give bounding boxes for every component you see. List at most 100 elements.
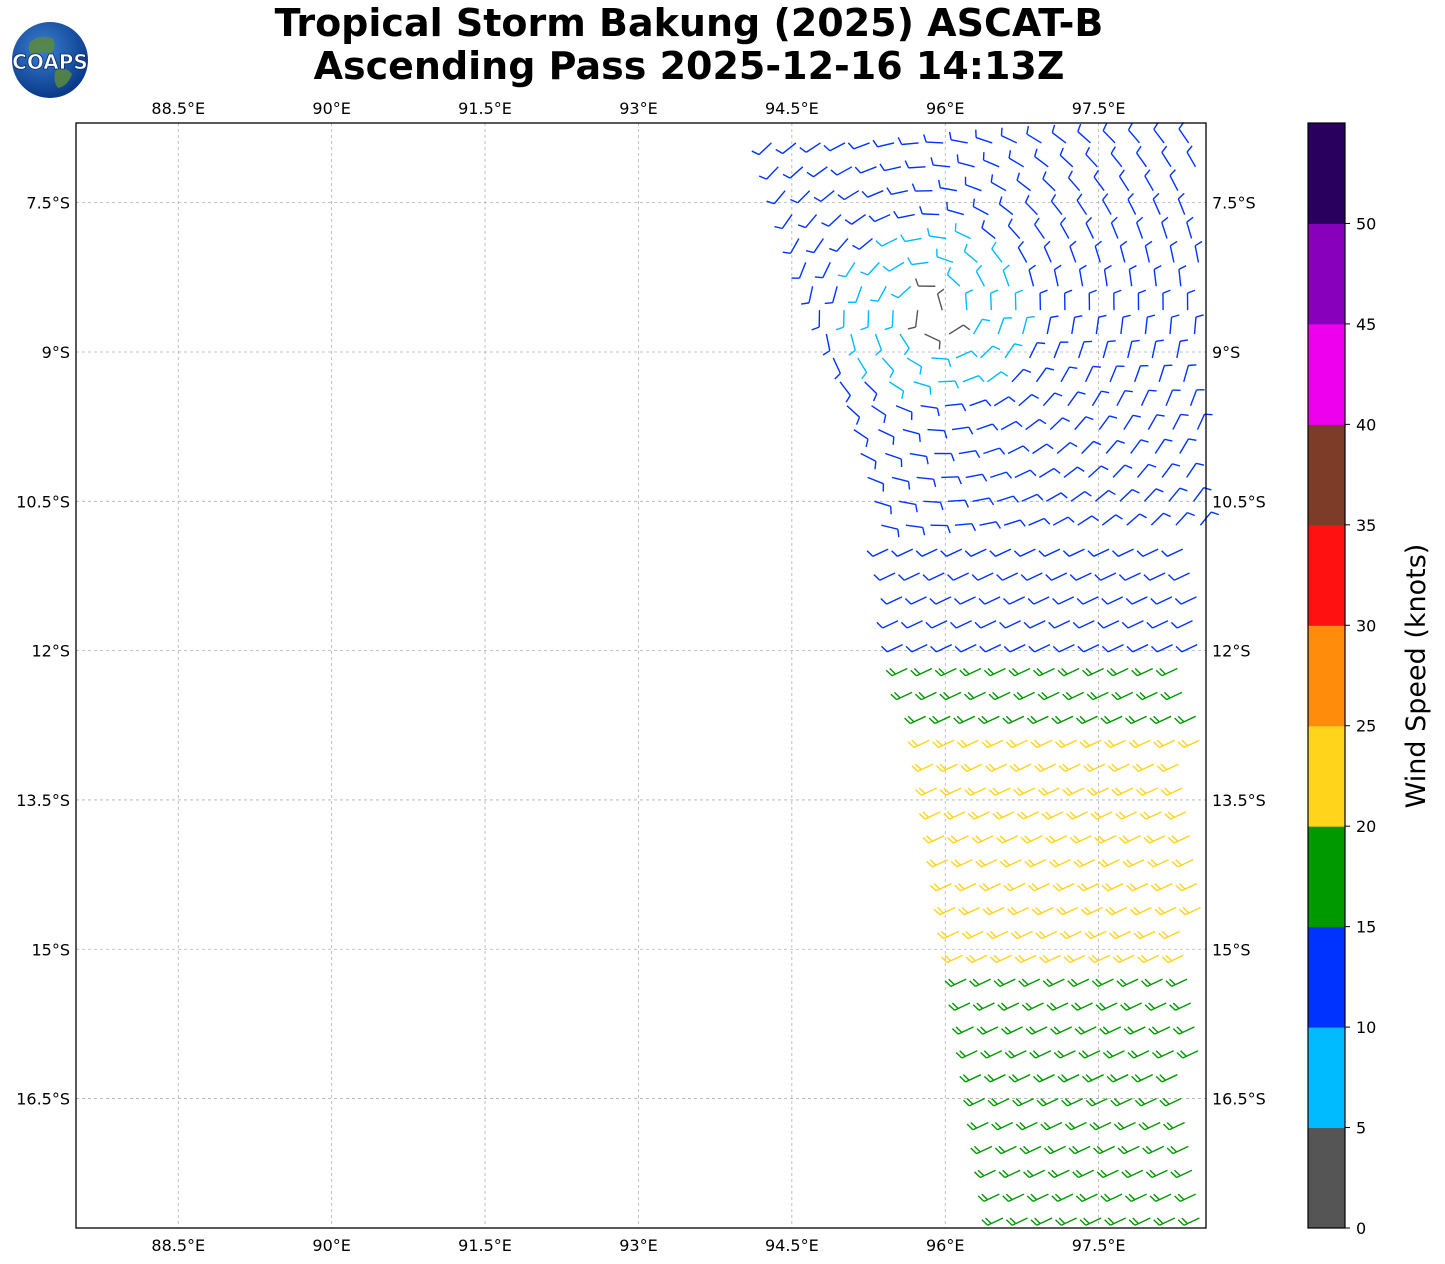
wind-barb [1069, 240, 1077, 263]
wind-barb [926, 859, 949, 868]
colorbar-label: Wind Speed (knots) [1401, 544, 1432, 809]
wind-barb [982, 906, 1005, 916]
wind-barb [852, 237, 873, 250]
wind-barb [979, 644, 1002, 653]
lon-tick-label-bottom: 96°E [926, 1236, 964, 1255]
wind-barb [920, 405, 940, 417]
wind-barb [1069, 835, 1092, 844]
wind-barb [958, 906, 980, 916]
wind-barb [914, 278, 936, 287]
wind-barb [999, 620, 1021, 629]
wind-barb [1094, 240, 1102, 263]
wind-barb [980, 345, 1001, 359]
wind-barb [1127, 122, 1141, 144]
wind-barb [1034, 148, 1049, 168]
wind-barb [1076, 596, 1099, 605]
wind-barb [1174, 715, 1196, 725]
wind-barb [1186, 216, 1194, 239]
wind-barb [1058, 763, 1081, 772]
wind-barb [1012, 1097, 1034, 1107]
wind-barb [1009, 763, 1032, 772]
wind-barb [871, 405, 887, 424]
wind-barb [1176, 339, 1189, 359]
wind-barb [1140, 978, 1163, 987]
wind-barb [1170, 620, 1193, 629]
wind-barb [1078, 1050, 1101, 1059]
wind-barb [1165, 389, 1181, 406]
wind-barb [853, 429, 869, 448]
wind-barb [1084, 365, 1101, 383]
lon-tick-label-top: 88.5°E [151, 99, 205, 118]
wind-barb [1116, 978, 1139, 987]
wind-barb [1126, 882, 1149, 892]
wind-barb [832, 357, 842, 380]
wind-barb [1003, 882, 1026, 892]
wind-barb [963, 691, 986, 701]
wind-barb [790, 190, 811, 204]
wind-barb [933, 906, 956, 916]
wind-barb [799, 142, 821, 153]
wind-barb [1126, 644, 1149, 653]
wind-barb [876, 620, 899, 629]
wind-barb [954, 882, 977, 892]
wind-barb [1140, 389, 1157, 407]
wind-barb [1072, 1169, 1095, 1179]
wind-barb [1192, 487, 1212, 502]
wind-barb [1149, 1193, 1172, 1203]
wind-barb [1066, 811, 1088, 820]
wind-barb [875, 237, 898, 247]
wind-barb [930, 524, 951, 534]
wind-barb [1127, 193, 1137, 215]
wind-barb [860, 452, 877, 470]
wind-barb [951, 426, 974, 435]
wind-barb [1062, 548, 1085, 557]
wind-barb [791, 262, 807, 279]
wind-barb [1150, 596, 1173, 605]
wind-barb [1133, 930, 1156, 940]
wind-barb [1128, 739, 1151, 749]
wind-barb [1130, 439, 1149, 454]
wind-barb [934, 667, 957, 677]
wind-barb [1039, 954, 1061, 964]
wind-barb [1053, 341, 1069, 359]
wind-barb [1119, 488, 1140, 502]
wind-barb [1150, 512, 1171, 526]
wind-barb [915, 548, 938, 557]
wind-barb [1014, 289, 1024, 311]
lon-tick-label-top: 94.5°E [765, 99, 819, 118]
wind-barb [922, 572, 945, 581]
lon-tick-label-top: 96°E [926, 99, 964, 118]
lat-tick-label-left: 10.5°S [16, 492, 70, 511]
wind-barb [1077, 123, 1091, 144]
wind-barb [1018, 393, 1039, 407]
wind-barb [1101, 514, 1123, 526]
wind-barb [1026, 715, 1049, 725]
lat-tick-label-right: 15°S [1212, 940, 1251, 959]
wind-barb [1041, 811, 1064, 820]
wind-barb [1111, 787, 1134, 796]
wind-barb [1026, 1193, 1049, 1203]
wind-barb [1070, 490, 1092, 502]
wind-barb [1040, 1121, 1063, 1131]
wind-barb [1068, 1145, 1091, 1155]
wind-barb [847, 142, 870, 150]
wind-barb [916, 476, 937, 488]
wind-barb [880, 596, 903, 605]
wind-barb [1142, 1145, 1165, 1155]
wind-barb [1063, 466, 1085, 478]
wind-barb [986, 371, 1009, 383]
wind-barb [971, 572, 994, 581]
wind-barb [822, 333, 831, 356]
wind-barb [1005, 739, 1028, 749]
wind-barb [1138, 1121, 1161, 1131]
wind-barb [1119, 240, 1128, 263]
wind-barb [805, 238, 824, 254]
wind-barb [946, 266, 961, 287]
wind-barb [983, 447, 1006, 455]
wind-barb [774, 214, 793, 230]
colorbar-tick-label: 20 [1356, 817, 1376, 836]
wind-barb [1163, 1121, 1185, 1131]
wind-barb [1080, 906, 1103, 916]
wind-barb [1059, 147, 1074, 168]
wind-barb [1003, 596, 1025, 605]
